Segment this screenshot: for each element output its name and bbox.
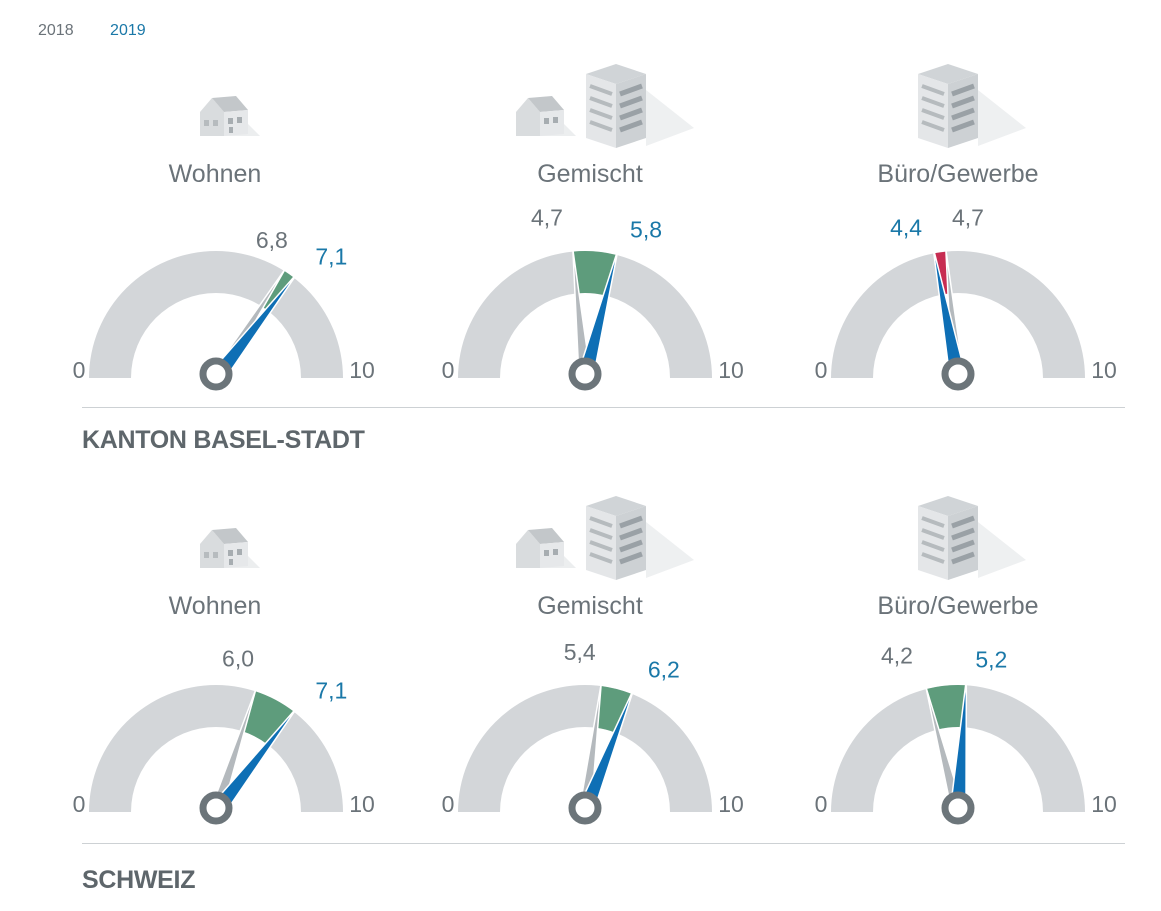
scale-min-label: 0: [442, 791, 455, 817]
category-label-wohnen: Wohnen: [168, 160, 262, 188]
value-label-2019: 7,1: [315, 243, 347, 269]
gauge-change-band: [573, 250, 617, 296]
gauge-arc: [831, 251, 1085, 378]
scale-max-label: 10: [718, 791, 744, 817]
value-label-2018: 4,2: [881, 643, 913, 669]
scale-max-label: 10: [349, 791, 375, 817]
category-label-wohnen: Wohnen: [168, 592, 262, 620]
value-label-2018: 6,0: [222, 645, 254, 671]
gauge-hub: [199, 357, 233, 391]
value-label-2018: 6,8: [256, 227, 288, 253]
gauge-hub: [568, 357, 602, 391]
gauge-change-band: [242, 691, 294, 745]
value-label-2019: 7,1: [315, 677, 347, 703]
category-label-gemischt: Gemischt: [537, 592, 643, 620]
scale-min-label: 0: [73, 791, 86, 817]
value-label-2019: 6,2: [648, 656, 680, 682]
region-title-basel-stadt: KANTON BASEL-STADT: [82, 426, 365, 454]
gauge-change-band: [261, 270, 294, 311]
value-label-2019: 5,2: [975, 646, 1007, 672]
scale-max-label: 10: [718, 357, 744, 383]
gauge-arc: [831, 685, 1085, 812]
office-building-icon: [918, 496, 1026, 580]
scale-min-label: 0: [815, 357, 828, 383]
value-label-2019: 4,4: [890, 215, 922, 241]
gauge-hub: [941, 357, 975, 391]
gauge-hub: [941, 791, 975, 825]
gauge-hub: [568, 791, 602, 825]
office-building-icon: [918, 64, 1026, 148]
scale-min-label: 0: [73, 357, 86, 383]
legend-2019: 2019: [110, 22, 146, 39]
gauge-change-band: [595, 686, 632, 733]
value-label-2018: 4,7: [952, 205, 984, 231]
region-title-schweiz: SCHWEIZ: [82, 866, 196, 894]
category-label-gemischt: Gemischt: [537, 160, 643, 188]
value-label-2018: 4,7: [531, 205, 563, 231]
category-label-buero-gewerbe: Büro/Gewerbe: [877, 592, 1039, 620]
legend: 2018 2019: [38, 22, 178, 40]
divider: [82, 843, 1125, 844]
legend-2018: 2018: [38, 22, 74, 39]
scale-min-label: 0: [815, 791, 828, 817]
scale-max-label: 10: [1091, 357, 1117, 383]
scale-max-label: 10: [349, 357, 375, 383]
house-and-office-icon: [516, 64, 694, 148]
gauge-arc: [458, 685, 712, 812]
house-and-office-icon: [516, 496, 694, 580]
value-label-2018: 5,4: [564, 639, 596, 665]
divider: [82, 407, 1125, 408]
category-label-buero-gewerbe: Büro/Gewerbe: [877, 160, 1039, 188]
scale-max-label: 10: [1091, 791, 1117, 817]
scale-min-label: 0: [442, 357, 455, 383]
house-icon: [200, 96, 260, 136]
house-icon: [200, 528, 260, 568]
gauge-hub: [199, 791, 233, 825]
gauge-arc: [458, 251, 712, 378]
value-label-2019: 5,8: [630, 217, 662, 243]
